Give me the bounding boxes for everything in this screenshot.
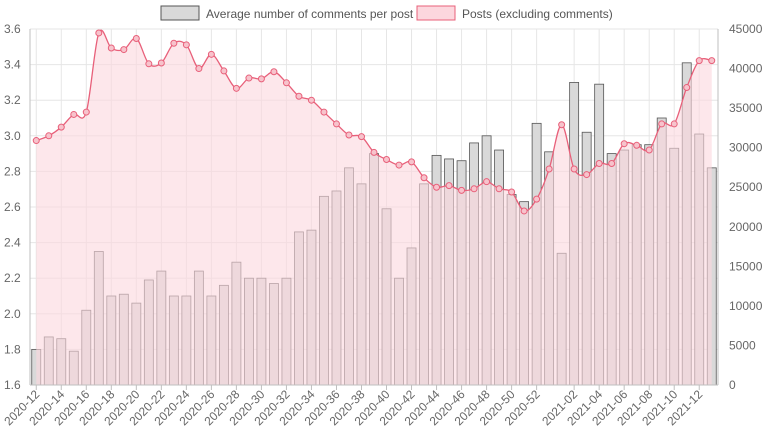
posts-point: [357, 133, 365, 141]
posts-point: [620, 140, 628, 148]
posts-point: [145, 60, 153, 68]
posts-point: [658, 120, 666, 128]
y-left-tick-label: 2.2: [4, 271, 21, 285]
y-right-tick-label: 10000: [729, 299, 763, 313]
y-right-tick-label: 15000: [729, 259, 763, 273]
posts-point: [70, 110, 78, 118]
posts-point: [645, 146, 653, 154]
posts-point: [232, 84, 240, 92]
posts-area: [36, 29, 712, 385]
posts-point: [433, 183, 441, 191]
y-right-tick-label: 5000: [729, 338, 756, 352]
posts-point: [107, 44, 115, 52]
y-left-tick-label: 2.8: [4, 164, 21, 178]
y-left-tick-label: 3.4: [4, 58, 21, 72]
y-right-tick-label: 0: [729, 378, 736, 392]
posts-point: [245, 74, 253, 82]
posts-point: [345, 131, 353, 139]
posts-point: [157, 59, 165, 67]
posts-point: [458, 186, 466, 194]
posts-point: [408, 158, 416, 166]
posts-point: [82, 108, 90, 116]
posts-point: [282, 79, 290, 87]
posts-point: [395, 161, 403, 169]
legend-swatch-posts: [416, 5, 456, 21]
posts-point: [195, 65, 203, 73]
y-right-tick-label: 20000: [729, 220, 763, 234]
y-left-tick-label: 1.8: [4, 342, 21, 356]
posts-point: [570, 165, 578, 173]
posts-point: [483, 178, 491, 186]
posts-point: [170, 39, 178, 47]
y-left-tick-label: 2.6: [4, 200, 21, 214]
posts-point: [207, 50, 215, 58]
posts-point: [695, 57, 703, 65]
y-left-tick-label: 2.4: [4, 236, 21, 250]
y-left-tick-label: 3.6: [4, 22, 21, 36]
posts-point: [683, 84, 691, 92]
posts-point: [370, 148, 378, 156]
posts-point: [520, 207, 528, 215]
posts-point: [533, 195, 541, 203]
y-left-tick-label: 1.6: [4, 378, 21, 392]
y-right-tick-label: 40000: [729, 62, 763, 76]
posts-point: [182, 41, 190, 49]
legend-swatch-comments: [160, 5, 200, 21]
posts-point: [708, 57, 716, 65]
y-left-tick-label: 2.0: [4, 307, 21, 321]
posts-point: [595, 159, 603, 167]
legend: Average number of comments per post Post…: [160, 5, 613, 21]
posts-point: [295, 92, 303, 100]
posts-point: [545, 165, 553, 173]
posts-points: [32, 29, 716, 215]
posts-point: [45, 132, 53, 140]
posts-point: [332, 120, 340, 128]
posts-point: [270, 68, 278, 76]
posts-point: [320, 108, 328, 116]
legend-label-comments: Average number of comments per post: [206, 7, 414, 21]
posts-point: [583, 171, 591, 179]
posts-point: [257, 75, 265, 83]
posts-point: [132, 34, 140, 42]
y-left-tick-label: 3.0: [4, 129, 21, 143]
posts-point: [445, 182, 453, 190]
posts-point: [670, 120, 678, 128]
legend-label-posts: Posts (excluding comments): [462, 7, 613, 21]
y-left-tick-label: 3.2: [4, 93, 21, 107]
y-right-tick-label: 25000: [729, 180, 763, 194]
posts-point: [470, 185, 478, 193]
posts-point: [383, 156, 391, 164]
posts-area-fill: [36, 30, 712, 385]
posts-point: [120, 46, 128, 54]
y-right-tick-label: 30000: [729, 141, 763, 155]
posts-point: [608, 159, 616, 167]
posts-point: [95, 29, 103, 37]
posts-point: [57, 123, 65, 131]
posts-point: [32, 137, 40, 145]
y-right-tick-label: 45000: [729, 22, 763, 36]
posts-point: [220, 67, 228, 75]
y-right-tick-label: 35000: [729, 101, 763, 115]
posts-point: [558, 121, 566, 129]
posts-point: [307, 96, 315, 104]
posts-point: [508, 188, 516, 196]
posts-point: [495, 185, 503, 193]
posts-point: [633, 141, 641, 149]
posts-point: [420, 174, 428, 182]
